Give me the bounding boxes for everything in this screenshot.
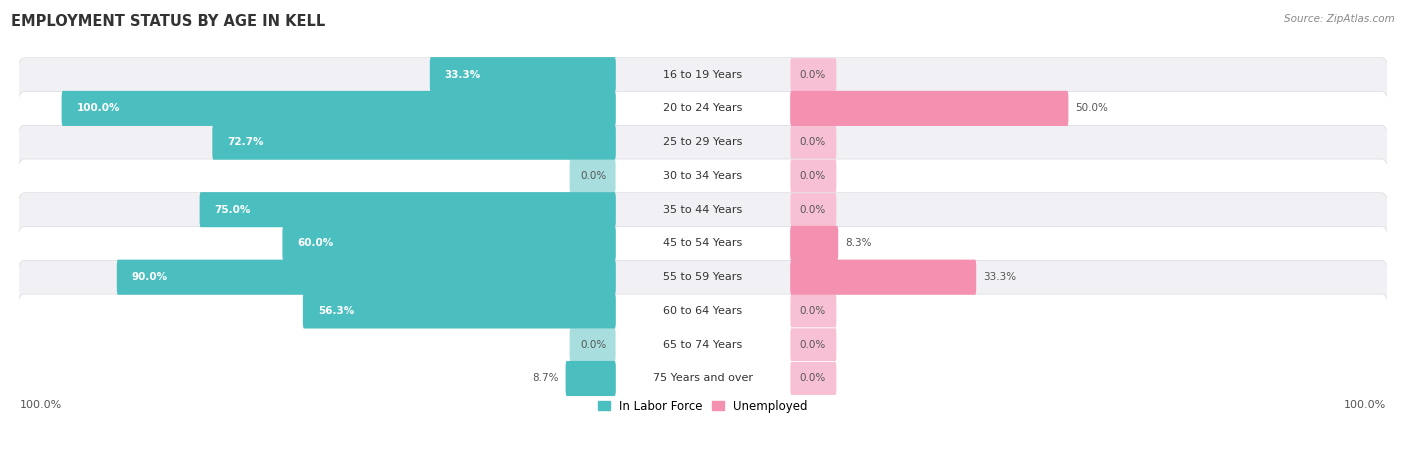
FancyBboxPatch shape xyxy=(13,193,1393,362)
Text: 0.0%: 0.0% xyxy=(581,340,606,350)
Text: 0.0%: 0.0% xyxy=(800,340,825,350)
Text: 0.0%: 0.0% xyxy=(581,171,606,181)
FancyBboxPatch shape xyxy=(790,328,837,361)
FancyBboxPatch shape xyxy=(790,159,837,192)
FancyBboxPatch shape xyxy=(117,260,616,295)
Text: 8.3%: 8.3% xyxy=(845,238,872,248)
FancyBboxPatch shape xyxy=(13,58,1393,226)
Text: 65 to 74 Years: 65 to 74 Years xyxy=(664,340,742,350)
FancyBboxPatch shape xyxy=(569,294,616,328)
FancyBboxPatch shape xyxy=(13,260,1393,429)
FancyBboxPatch shape xyxy=(790,261,837,294)
Text: 60.0%: 60.0% xyxy=(297,238,333,248)
Text: 16 to 19 Years: 16 to 19 Years xyxy=(664,70,742,80)
FancyBboxPatch shape xyxy=(790,294,837,328)
Text: 45 to 54 Years: 45 to 54 Years xyxy=(664,238,742,248)
FancyBboxPatch shape xyxy=(790,193,837,226)
FancyBboxPatch shape xyxy=(430,57,616,92)
Text: 25 to 29 Years: 25 to 29 Years xyxy=(664,137,742,147)
Text: 50.0%: 50.0% xyxy=(1076,104,1108,113)
Text: 0.0%: 0.0% xyxy=(800,205,825,215)
FancyBboxPatch shape xyxy=(13,24,1393,193)
FancyBboxPatch shape xyxy=(790,362,837,395)
Text: 30 to 34 Years: 30 to 34 Years xyxy=(664,171,742,181)
FancyBboxPatch shape xyxy=(569,58,616,91)
Text: 72.7%: 72.7% xyxy=(228,137,264,147)
FancyBboxPatch shape xyxy=(790,227,837,260)
Text: 100.0%: 100.0% xyxy=(1344,400,1386,410)
Text: 8.7%: 8.7% xyxy=(531,374,558,383)
FancyBboxPatch shape xyxy=(569,193,616,226)
Text: 90.0%: 90.0% xyxy=(132,272,167,282)
Text: 75 Years and over: 75 Years and over xyxy=(652,374,754,383)
Text: 0.0%: 0.0% xyxy=(800,70,825,80)
FancyBboxPatch shape xyxy=(790,58,837,91)
FancyBboxPatch shape xyxy=(13,159,1393,328)
FancyBboxPatch shape xyxy=(13,125,1393,294)
Text: 33.3%: 33.3% xyxy=(983,272,1017,282)
FancyBboxPatch shape xyxy=(200,192,616,227)
FancyBboxPatch shape xyxy=(790,91,1069,126)
FancyBboxPatch shape xyxy=(302,293,616,328)
Text: 33.3%: 33.3% xyxy=(444,70,481,80)
FancyBboxPatch shape xyxy=(569,159,616,192)
Text: EMPLOYMENT STATUS BY AGE IN KELL: EMPLOYMENT STATUS BY AGE IN KELL xyxy=(11,14,326,28)
Text: 100.0%: 100.0% xyxy=(20,400,62,410)
FancyBboxPatch shape xyxy=(13,294,1393,450)
FancyBboxPatch shape xyxy=(569,126,616,158)
Text: 0.0%: 0.0% xyxy=(800,306,825,316)
Text: 60 to 64 Years: 60 to 64 Years xyxy=(664,306,742,316)
FancyBboxPatch shape xyxy=(569,92,616,125)
Text: Source: ZipAtlas.com: Source: ZipAtlas.com xyxy=(1284,14,1395,23)
Text: 0.0%: 0.0% xyxy=(800,171,825,181)
Text: 0.0%: 0.0% xyxy=(800,137,825,147)
FancyBboxPatch shape xyxy=(283,226,616,261)
Text: 20 to 24 Years: 20 to 24 Years xyxy=(664,104,742,113)
FancyBboxPatch shape xyxy=(13,226,1393,396)
FancyBboxPatch shape xyxy=(13,91,1393,260)
FancyBboxPatch shape xyxy=(62,91,616,126)
FancyBboxPatch shape xyxy=(790,260,976,295)
FancyBboxPatch shape xyxy=(790,126,837,158)
Text: 100.0%: 100.0% xyxy=(76,104,120,113)
FancyBboxPatch shape xyxy=(790,226,838,261)
FancyBboxPatch shape xyxy=(569,261,616,294)
Legend: In Labor Force, Unemployed: In Labor Force, Unemployed xyxy=(593,395,813,417)
FancyBboxPatch shape xyxy=(569,328,616,361)
Text: 35 to 44 Years: 35 to 44 Years xyxy=(664,205,742,215)
FancyBboxPatch shape xyxy=(212,125,616,160)
FancyBboxPatch shape xyxy=(13,0,1393,159)
FancyBboxPatch shape xyxy=(565,361,616,396)
Text: 0.0%: 0.0% xyxy=(800,374,825,383)
Text: 75.0%: 75.0% xyxy=(215,205,250,215)
Text: 55 to 59 Years: 55 to 59 Years xyxy=(664,272,742,282)
FancyBboxPatch shape xyxy=(569,227,616,260)
FancyBboxPatch shape xyxy=(790,92,837,125)
FancyBboxPatch shape xyxy=(569,362,616,395)
Text: 56.3%: 56.3% xyxy=(318,306,354,316)
